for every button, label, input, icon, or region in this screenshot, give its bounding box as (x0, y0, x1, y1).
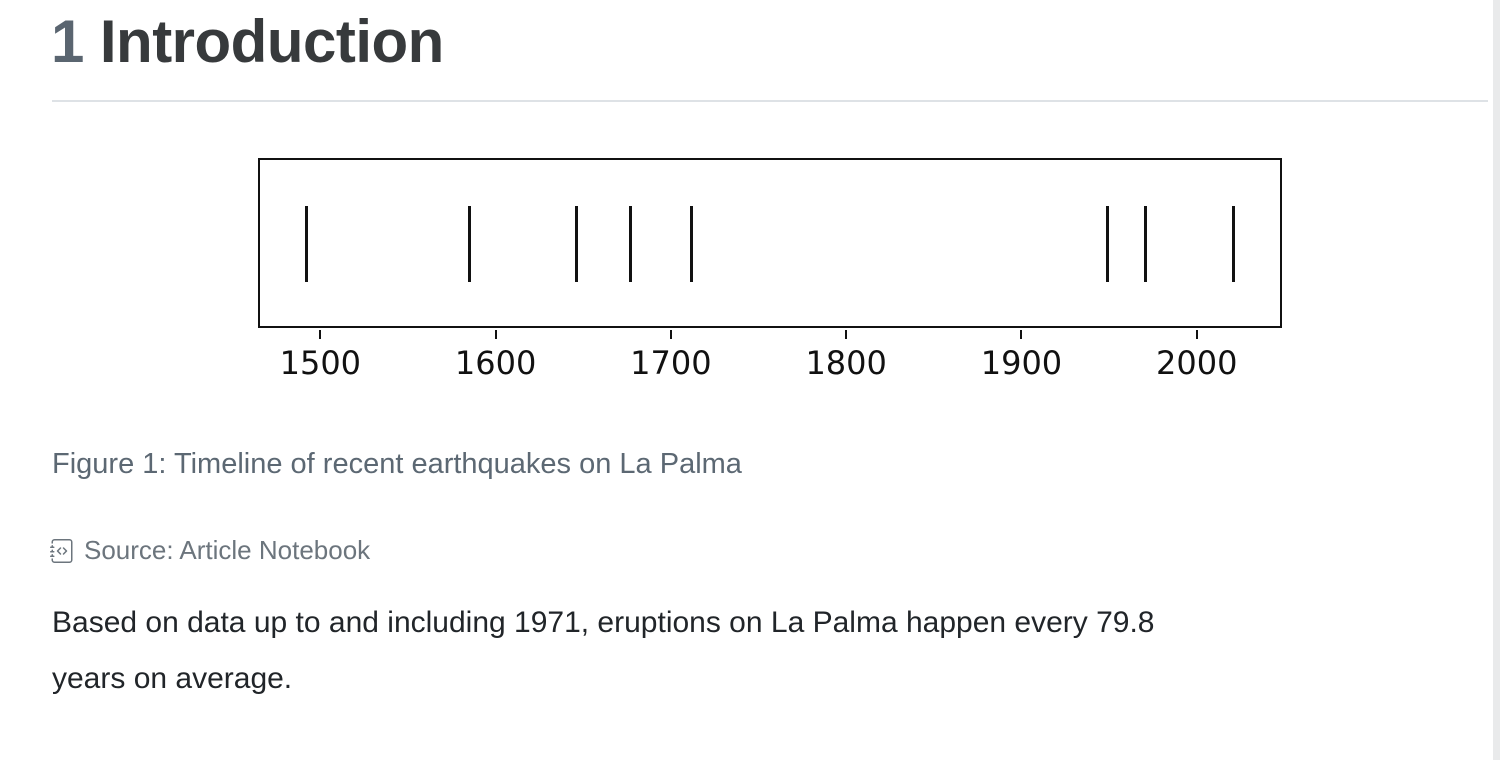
heading-divider (52, 100, 1488, 102)
section-title: Introduction (99, 8, 444, 75)
x-axis-ticklabel-1800: 1800 (805, 344, 887, 382)
event-mark-1712 (690, 206, 694, 282)
event-mark-1971 (1144, 206, 1148, 282)
event-mark-1585 (467, 206, 471, 282)
x-axis-tick-1800 (845, 330, 848, 339)
section-number: 1 (51, 8, 84, 75)
x-axis-ticklabel-1700: 1700 (630, 344, 712, 382)
event-mark-1949 (1105, 206, 1109, 282)
scrollbar-track[interactable] (1493, 0, 1500, 760)
x-axis-ticklabel-1900: 1900 (980, 344, 1063, 382)
x-axis-tick-2000 (1195, 330, 1198, 339)
journal-code-icon (50, 538, 74, 564)
x-axis-tick-1500 (319, 330, 322, 339)
plot-area: 1500 1600 1700 1800 1900 2000 (260, 160, 1280, 382)
x-axis-ticklabel-1500: 1500 (279, 344, 362, 382)
event-mark-1677 (629, 206, 633, 282)
x-axis-tick-1600 (494, 330, 497, 339)
event-mark-1646 (574, 206, 578, 282)
x-axis-ticklabel-2000: 2000 (1156, 344, 1238, 382)
figure-caption: Figure 1: Timeline of recent earthquakes… (52, 448, 742, 480)
event-mark-1492 (304, 206, 308, 282)
body-paragraph-line: years on average. (52, 662, 293, 695)
body-paragraph: Based on data up to and including 1971, … (52, 595, 1472, 707)
event-mark-2021 (1232, 206, 1236, 282)
plot-frame (258, 158, 1282, 328)
body-paragraph-line: Based on data up to and including 1971, … (52, 606, 1155, 639)
x-axis-tick-1700 (669, 330, 672, 339)
x-axis-ticklabel-1600: 1600 (454, 344, 537, 382)
figure-source: Source: Article Notebook (50, 535, 370, 566)
section-heading: 1 Introduction (51, 12, 444, 72)
timeline-eventplot: 1500 1600 1700 1800 1900 2000 (258, 158, 1282, 388)
x-axis-tick-1900 (1020, 330, 1023, 339)
figure-source-label: Source: Article Notebook (84, 535, 371, 565)
